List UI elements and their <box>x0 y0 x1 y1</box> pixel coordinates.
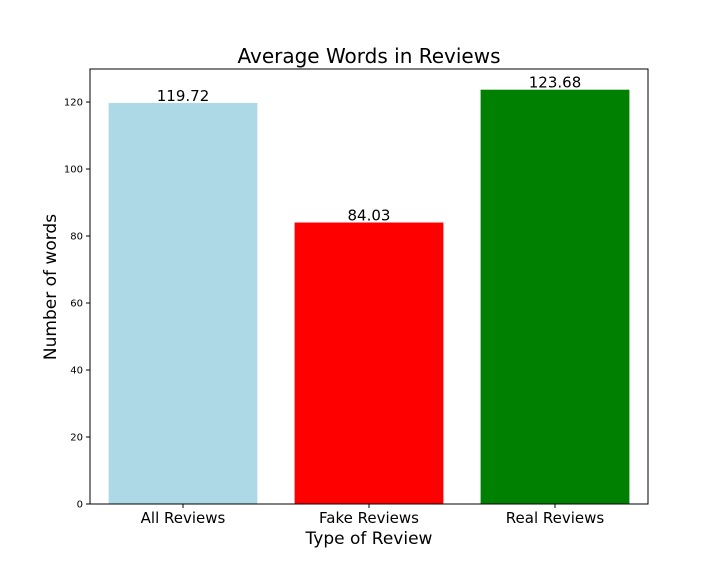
bars <box>108 89 630 504</box>
y-axis: 0 20 40 60 80 100 120 <box>64 98 90 511</box>
x-axis-title: Type of Review <box>305 529 433 549</box>
y-tick-label: 80 <box>70 232 83 243</box>
bar-all-reviews <box>108 102 258 504</box>
y-tick-label: 100 <box>64 165 83 176</box>
bar-fake-reviews <box>294 222 444 504</box>
x-axis: All Reviews Fake Reviews Real Reviews <box>141 504 605 527</box>
x-tick-label: Fake Reviews <box>319 509 419 527</box>
x-tick-label: Real Reviews <box>506 509 605 527</box>
x-tick-label: All Reviews <box>141 509 226 527</box>
y-tick-label: 0 <box>77 500 83 511</box>
y-tick-label: 40 <box>70 366 83 377</box>
chart-title: Average Words in Reviews <box>237 44 500 68</box>
y-tick-label: 120 <box>64 98 83 109</box>
data-label-fake-reviews: 84.03 <box>348 207 391 225</box>
data-label-real-reviews: 123.68 <box>529 74 582 92</box>
data-labels: 119.72 84.03 123.68 <box>157 74 582 225</box>
data-label-all-reviews: 119.72 <box>157 87 210 105</box>
y-tick-label: 60 <box>70 299 83 310</box>
y-axis-title: Number of words <box>41 214 61 360</box>
bar-real-reviews <box>480 89 630 504</box>
y-tick-label: 20 <box>70 433 83 444</box>
